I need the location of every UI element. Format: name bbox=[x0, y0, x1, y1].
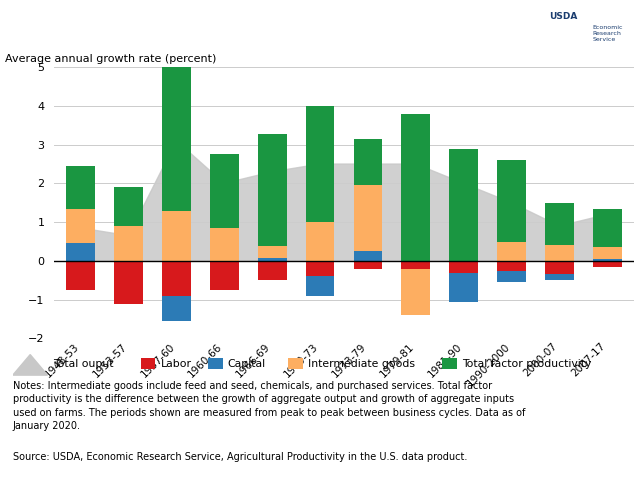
Bar bbox=[497, 160, 526, 241]
Bar bbox=[306, 106, 335, 222]
Bar bbox=[306, 276, 335, 296]
Bar bbox=[210, 155, 239, 228]
Text: Intermediate goods: Intermediate goods bbox=[308, 359, 415, 369]
Bar bbox=[545, 203, 574, 245]
Bar bbox=[258, 246, 287, 258]
Bar bbox=[497, 271, 526, 282]
FancyBboxPatch shape bbox=[141, 358, 156, 369]
Bar bbox=[593, 259, 621, 261]
Bar bbox=[258, 258, 287, 261]
Bar bbox=[67, 261, 95, 290]
Bar bbox=[210, 261, 239, 290]
Bar bbox=[545, 275, 574, 280]
Bar bbox=[114, 226, 143, 261]
Bar bbox=[114, 187, 143, 226]
FancyBboxPatch shape bbox=[207, 358, 223, 369]
Text: Labor: Labor bbox=[161, 359, 191, 369]
Bar bbox=[162, 48, 191, 211]
Bar bbox=[449, 273, 478, 301]
Text: Sources of growth in U.S. agricultural output, 1948-2017: Sources of growth in U.S. agricultural o… bbox=[8, 19, 479, 34]
Bar bbox=[67, 243, 95, 261]
Bar bbox=[162, 261, 191, 296]
Bar bbox=[545, 261, 574, 275]
Bar bbox=[401, 269, 430, 315]
Bar bbox=[353, 139, 382, 185]
Bar bbox=[306, 261, 335, 276]
Bar bbox=[162, 296, 191, 321]
Bar bbox=[306, 222, 335, 261]
Bar bbox=[67, 166, 95, 209]
Bar bbox=[353, 251, 382, 261]
Bar bbox=[545, 245, 574, 261]
Polygon shape bbox=[13, 355, 47, 375]
Bar bbox=[401, 261, 430, 269]
Text: Total ouput: Total ouput bbox=[53, 359, 114, 369]
Bar bbox=[210, 228, 239, 261]
Text: Source: USDA, Economic Research Service, Agricultural Productivity in the U.S. d: Source: USDA, Economic Research Service,… bbox=[13, 452, 467, 462]
Bar bbox=[593, 209, 621, 247]
Bar bbox=[593, 247, 621, 259]
Bar bbox=[353, 261, 382, 269]
Bar bbox=[114, 261, 143, 303]
Bar bbox=[401, 114, 430, 261]
Bar bbox=[449, 261, 478, 273]
Text: Capital: Capital bbox=[227, 359, 266, 369]
Text: Notes: Intermediate goods include feed and seed, chemicals, and purchased servic: Notes: Intermediate goods include feed a… bbox=[13, 381, 525, 431]
Bar bbox=[258, 261, 287, 280]
Bar bbox=[162, 211, 191, 261]
Bar bbox=[353, 185, 382, 251]
Bar bbox=[497, 241, 526, 261]
Polygon shape bbox=[81, 141, 607, 261]
Text: Average annual growth rate (percent): Average annual growth rate (percent) bbox=[5, 55, 216, 64]
Bar bbox=[258, 134, 287, 246]
FancyBboxPatch shape bbox=[442, 358, 457, 369]
Bar bbox=[497, 261, 526, 271]
Bar bbox=[593, 261, 621, 267]
Text: Total factor productivity: Total factor productivity bbox=[462, 359, 591, 369]
Bar bbox=[67, 209, 95, 243]
FancyBboxPatch shape bbox=[288, 358, 303, 369]
Bar bbox=[449, 149, 478, 261]
